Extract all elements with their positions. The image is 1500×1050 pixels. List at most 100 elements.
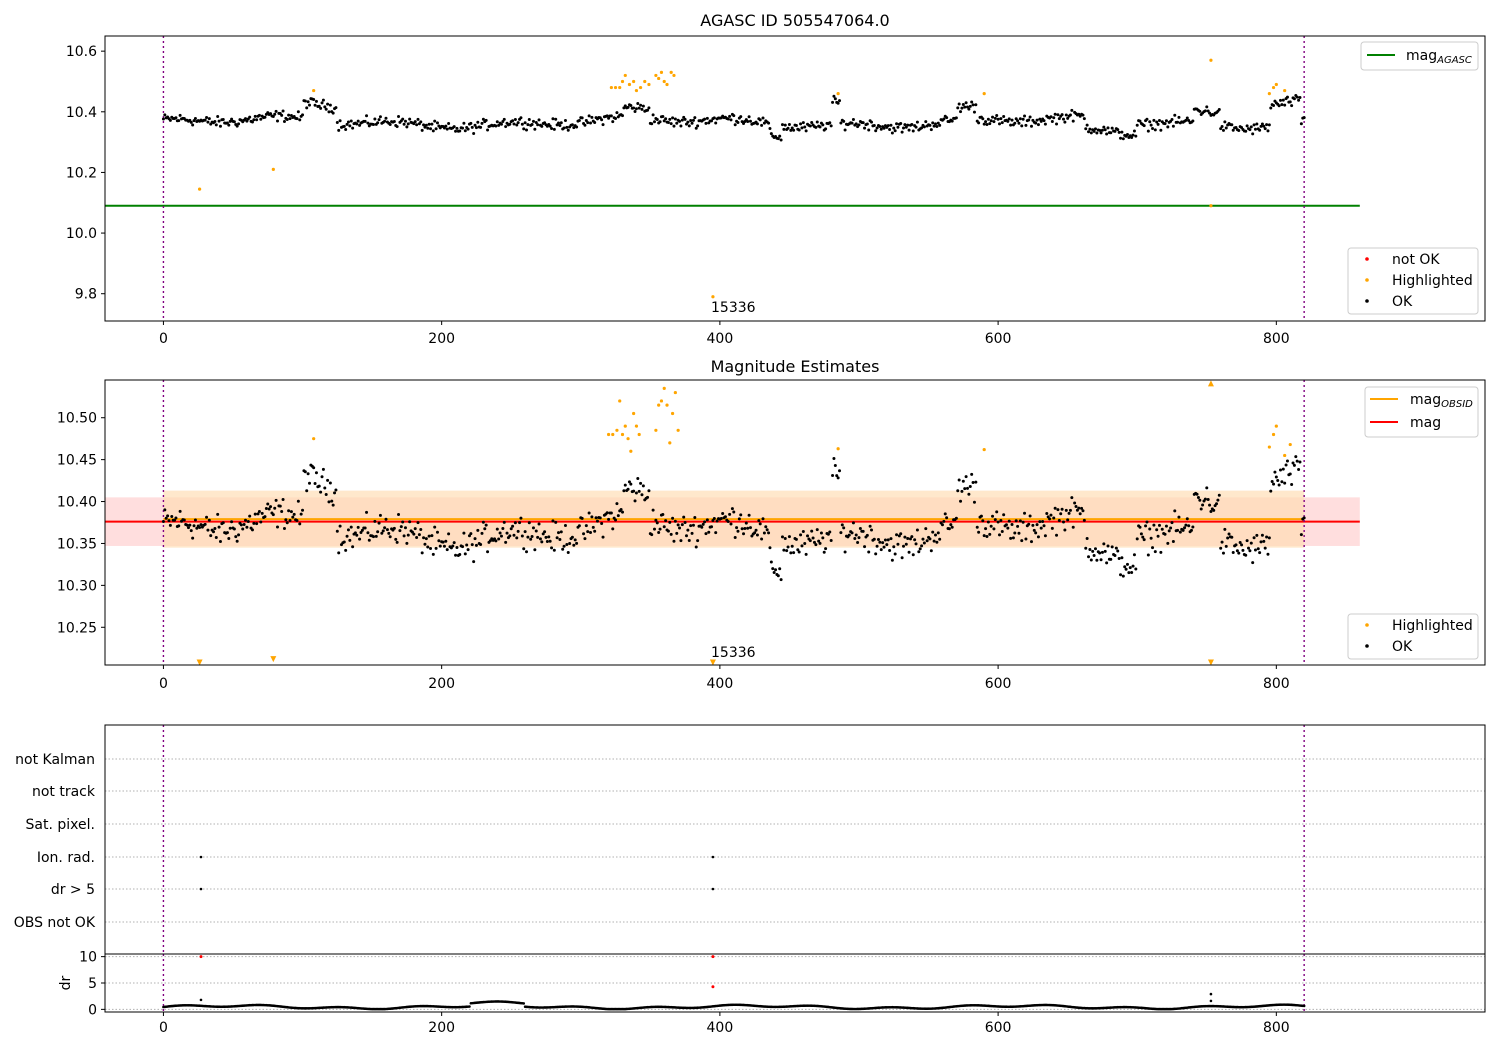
ok-point <box>255 118 259 122</box>
ok-point <box>1285 95 1289 99</box>
ok-point <box>879 548 883 552</box>
ok-point <box>1020 539 1024 543</box>
ok-point <box>800 126 804 130</box>
ok-point <box>632 489 636 493</box>
ok-point <box>984 120 988 124</box>
ok-point <box>1052 516 1056 520</box>
highlighted-point <box>271 167 275 172</box>
ok-point <box>1106 126 1110 130</box>
ok-point <box>248 514 252 518</box>
ok-point <box>244 518 248 522</box>
ok-point <box>799 533 803 537</box>
ok-point <box>383 119 387 123</box>
ok-point <box>182 518 186 522</box>
ok-point <box>842 526 846 530</box>
ok-point <box>796 548 800 552</box>
ok-point <box>434 127 438 131</box>
highlighted-point <box>982 92 986 96</box>
highlighted-point <box>1283 88 1287 93</box>
x-tick-label: 400 <box>707 331 734 347</box>
ok-point <box>536 535 540 539</box>
ok-point <box>989 524 993 528</box>
ok-point <box>195 526 199 530</box>
ok-point <box>811 536 815 540</box>
ok-point <box>1252 123 1256 127</box>
offscale-down-marker <box>270 656 277 663</box>
ok-point <box>384 116 388 120</box>
ok-point <box>760 123 764 127</box>
ok-point <box>1127 571 1131 575</box>
ok-point <box>1224 126 1228 130</box>
ok-point <box>463 552 467 556</box>
ok-point <box>1290 482 1294 486</box>
y-tick-label: 10.40 <box>57 495 97 511</box>
ok-point <box>1159 550 1163 554</box>
ok-point <box>430 534 434 538</box>
ok-point <box>320 101 324 105</box>
ok-point <box>166 514 170 518</box>
ok-point <box>686 528 690 532</box>
ok-point <box>1050 120 1054 124</box>
ok-point <box>522 127 526 131</box>
ok-point <box>974 103 978 107</box>
ok-point <box>732 510 736 514</box>
ok-point <box>346 120 350 124</box>
ok-point <box>774 568 778 572</box>
ok-point <box>910 123 914 127</box>
ok-point <box>1063 120 1067 124</box>
ok-point <box>1075 508 1079 512</box>
ok-point <box>1064 113 1068 117</box>
ok-point <box>929 549 933 553</box>
ok-point <box>447 532 451 536</box>
ok-point <box>548 124 552 128</box>
ok-point <box>1077 506 1081 510</box>
ok-point <box>319 490 323 494</box>
ok-point <box>462 531 466 535</box>
ok-point <box>519 516 523 520</box>
outlier-point <box>711 295 715 299</box>
ok-point <box>1166 125 1170 129</box>
ok-point <box>1267 123 1271 127</box>
ok-point <box>376 121 380 125</box>
ok-point <box>1198 498 1202 502</box>
top-legend-lines-box <box>1360 41 1479 71</box>
ok-point <box>342 124 346 128</box>
ok-point <box>1014 519 1018 523</box>
ok-point <box>250 528 254 532</box>
ok-point <box>533 127 537 131</box>
ok-point <box>563 523 567 527</box>
ok-point <box>550 127 554 131</box>
ok-point <box>1000 121 1004 125</box>
ok-point <box>694 126 698 130</box>
ok-point <box>205 515 209 519</box>
ok-point <box>252 118 256 122</box>
ok-point <box>540 540 544 544</box>
ok-point <box>934 533 938 537</box>
ok-point <box>351 545 355 549</box>
ok-point <box>572 543 576 547</box>
ok-point <box>360 528 364 532</box>
ok-point <box>1235 549 1239 553</box>
ok-point <box>1146 553 1150 557</box>
ok-point <box>993 116 997 120</box>
ok-point <box>1280 480 1284 484</box>
ok-point <box>1258 551 1262 555</box>
highlighted-point <box>1274 424 1278 428</box>
ok-point <box>634 491 638 495</box>
ok-point <box>337 551 341 555</box>
ok-point <box>173 518 177 522</box>
ok-point <box>415 123 419 127</box>
ok-point <box>882 545 886 549</box>
ok-point <box>1155 528 1159 532</box>
ok-point <box>995 114 999 118</box>
ok-point <box>1146 129 1150 133</box>
ok-point <box>1134 134 1138 138</box>
ok-point <box>365 114 369 118</box>
flag-label-sat-pixel: Sat. pixel. <box>26 817 95 833</box>
ok-point <box>1039 119 1043 123</box>
ok-point <box>1284 463 1288 467</box>
ok-point <box>792 128 796 132</box>
ok-point <box>502 520 506 524</box>
ok-point <box>527 521 531 525</box>
ok-point <box>647 489 651 493</box>
